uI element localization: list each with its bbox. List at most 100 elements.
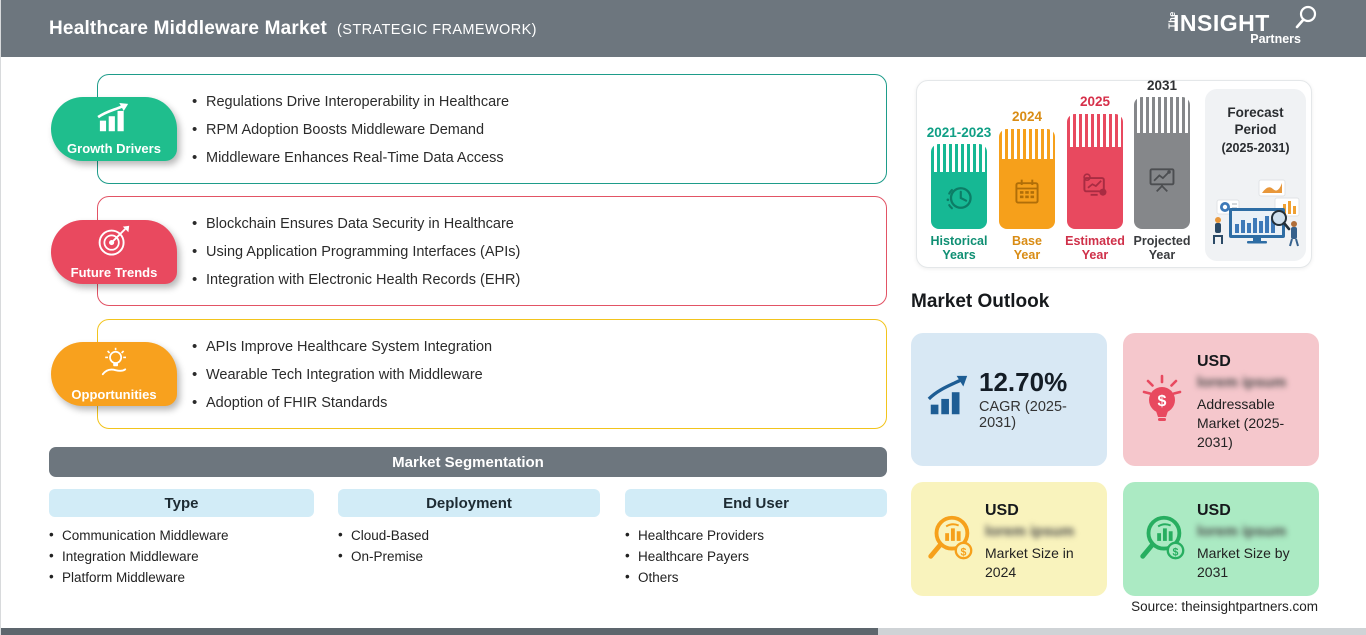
timeline-year-label: 2025 [1079,94,1111,109]
timeline-year-label: 2021-2023 [926,125,992,140]
svg-text:$: $ [1173,546,1179,558]
list-item: Platform Middleware [49,567,229,588]
opportunities-box: APIs Improve Healthcare System Integrati… [97,319,887,429]
list-item: APIs Improve Healthcare System Integrati… [192,333,886,361]
column-label: Type [164,494,199,512]
growth-bars-arrow-icon [925,374,971,425]
estimate-analysis-icon [1079,171,1111,206]
bullet-text: Integration with Electronic Health Recor… [206,272,521,288]
historical-years-label: Historical Years [921,234,997,263]
item-text: Healthcare Payers [638,549,750,564]
segment-column-enduser-header: End User [625,489,887,517]
growth-chart-icon [92,102,136,138]
badge-label: Opportunities [71,386,157,402]
blurred-value: lorem ipsum [1197,374,1287,391]
bullet-text: Regulations Drive Interoperability in He… [206,94,510,110]
bar-body [931,172,987,229]
label-line: Projected [1133,234,1191,248]
footer-strip-dark [1,628,878,635]
label-line: Year [1013,248,1041,263]
label-line: Year [1081,248,1109,263]
future-trends-list: Blockchain Ensures Data Security in Heal… [98,197,886,294]
addressable-market-card: $ USD lorem ipsum Addressable Market (20… [1123,333,1319,466]
bar-stripes [931,144,987,172]
future-trends-box: Blockchain Ensures Data Security in Heal… [97,196,887,306]
list-item: RPM Adoption Boosts Middleware Demand [192,116,886,144]
estimated-year-label: Estimated Year [1057,234,1133,263]
market-size-2031-card: $ USD lorem ipsum Market Size by 2031 [1123,482,1319,596]
growth-drivers-list: Regulations Drive Interoperability in He… [98,75,886,172]
calendar-icon [1012,177,1042,212]
bullet-text: Using Application Programming Interfaces… [206,244,521,260]
market-outlook-title: Market Outlook [911,291,1050,312]
page-title: Healthcare Middleware Market (STRATEGIC … [49,18,537,40]
cagr-card: 12.70% CAGR (2025-2031) [911,333,1107,466]
header-bar: Healthcare Middleware Market (STRATEGIC … [1,0,1366,57]
growth-drivers-badge: Growth Drivers [51,97,177,161]
forecast-period-range: (2025-2031) [1221,140,1290,155]
card-label: Market Size in 2024 [985,545,1074,580]
svg-text:$: $ [961,546,967,558]
cagr-label: CAGR (2025-2031) [979,398,1067,431]
list-item: Integration Middleware [49,546,229,567]
label-line: Forecast [1227,105,1284,120]
item-text: On-Premise [351,549,424,564]
list-item: Integration with Electronic Health Recor… [192,266,886,294]
item-text: Communication Middleware [62,528,229,543]
bar-stripes [999,129,1055,159]
list-item: Cloud-Based [338,525,429,546]
growth-drivers-box: Regulations Drive Interoperability in He… [97,74,887,184]
bullet-text: Adoption of FHIR Standards [206,395,388,411]
base-year-bar [999,129,1055,229]
page-title-text: Healthcare Middleware Market [49,17,328,39]
page-subtitle-text: (STRATEGIC FRAMEWORK) [337,21,537,38]
list-item: Healthcare Payers [625,546,764,567]
magnifier-chart-green-icon: $ [1135,510,1189,571]
deployment-items-list: Cloud-Based On-Premise [338,525,429,567]
bar-stripes [1134,97,1190,133]
segment-column-type-header: Type [49,489,314,517]
list-item: Middleware Enhances Real-Time Data Acces… [192,144,886,172]
item-text: Cloud-Based [351,528,430,543]
timeline-year-label: 2031 [1146,78,1178,93]
currency-label: USD [1197,502,1231,519]
source-attribution: Source: theinsightpartners.com [1131,599,1318,614]
badge-label: Future Trends [70,264,158,280]
historical-years-bar [931,144,987,229]
forecast-period-panel: Forecast Period (2025-2031) [1205,89,1306,261]
bullet-text: APIs Improve Healthcare System Integrati… [206,339,493,355]
bullet-text: Wearable Tech Integration with Middlewar… [206,367,483,383]
label-line: Period [1234,121,1277,137]
market-size-2024-card: $ USD lorem ipsum Market Size in 2024 [911,482,1107,596]
analytics-illustration [1209,178,1302,255]
logo-insight-text: INSIGHT [1173,10,1270,36]
label-line: Estimated [1065,234,1125,248]
badge-label: Growth Drivers [67,140,161,156]
opportunities-badge: Opportunities [51,342,177,406]
list-item: On-Premise [338,546,429,567]
projection-screen-icon [1146,164,1178,199]
column-label: End User [723,494,789,512]
footer-strip-light [878,628,1366,635]
list-item: Blockchain Ensures Data Security in Heal… [192,210,886,238]
item-text: Platform Middleware [62,570,186,585]
svg-text:$: $ [1158,393,1167,410]
magnifier-icon [1291,4,1321,39]
bar-stripes [1067,114,1123,147]
base-year-label: Base Year [989,234,1065,263]
label-line: Historical [930,234,988,248]
label-line: Years [942,248,976,263]
label-line: Base [1012,234,1042,248]
list-item: Communication Middleware [49,525,229,546]
bulb-dollar-icon: $ [1138,370,1186,431]
label-line: Year [1148,248,1176,263]
bar-body [1067,147,1123,229]
market-segmentation-title: Market Segmentation [392,453,544,471]
market-segmentation-header: Market Segmentation [49,447,887,477]
research-timeline-panel: 2021-2023 2024 2025 2031 [916,78,1312,268]
list-item: Others [625,567,764,588]
card-label: Addressable Market (2025-2031) [1197,396,1285,450]
column-label: Deployment [426,494,512,512]
item-text: Others [638,570,679,585]
